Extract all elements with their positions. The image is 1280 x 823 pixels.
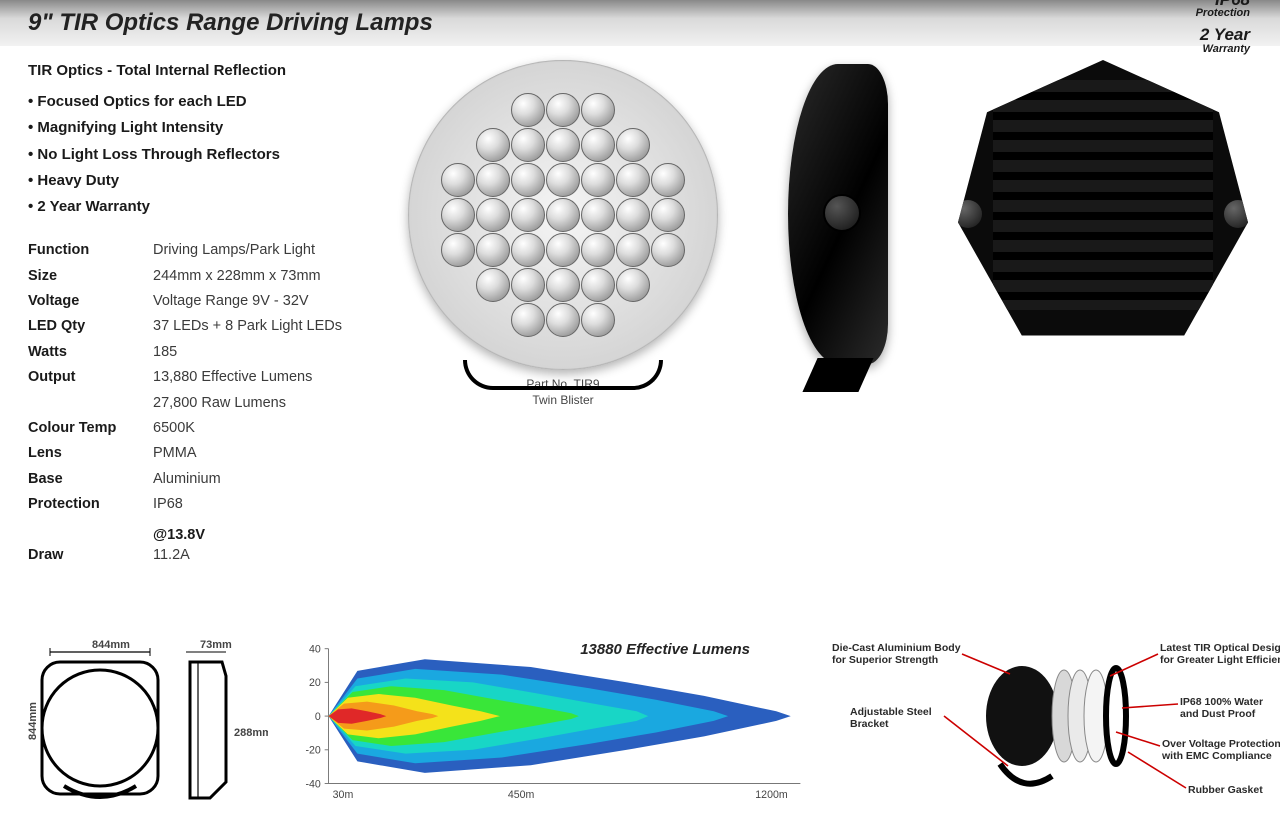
spec-row: Colour Temp6500K: [28, 416, 358, 441]
exploded-callout: IP68 100% Waterand Dust Proof: [1180, 696, 1280, 720]
spec-row: Output13,880 Effective Lumens: [28, 365, 358, 390]
draw-heading: @13.8V: [153, 527, 358, 543]
bullet-item: Heavy Duty: [28, 168, 358, 194]
warranty-badge-big: 2 Year: [1196, 26, 1250, 44]
spec-row: FunctionDriving Lamps/Park Light: [28, 238, 358, 263]
bottom-strip: 844mm 844mm 73mm 288mm 13880 Effective L…: [0, 631, 1280, 811]
spec-row: Draw11.2A: [28, 543, 358, 568]
ip-badge-small: Protection: [1196, 8, 1250, 20]
svg-text:1200m: 1200m: [755, 789, 788, 801]
lamp-side-view: [788, 64, 888, 364]
feature-bullets: Focused Optics for each LED Magnifying L…: [28, 89, 358, 220]
svg-text:450m: 450m: [508, 789, 535, 801]
bullet-item: No Light Loss Through Reflectors: [28, 142, 358, 168]
exploded-callout: Die-Cast Aluminium Bodyfor Superior Stre…: [832, 642, 982, 666]
lamp-front-view: Part No. TIR9 Twin Blister: [408, 60, 718, 408]
svg-text:20: 20: [309, 677, 321, 689]
svg-text:-20: -20: [306, 745, 321, 757]
svg-text:0: 0: [315, 711, 321, 723]
lamp-back-view: [958, 60, 1248, 350]
spec-row: LED Qty37 LEDs + 8 Park Light LEDs: [28, 314, 358, 339]
main-content: TIR Optics - Total Internal Reflection F…: [0, 46, 1280, 569]
svg-text:30m: 30m: [333, 789, 354, 801]
spec-row: Watts185: [28, 340, 358, 365]
exploded-callout: Latest TIR Optical Designfor Greater Lig…: [1160, 642, 1280, 666]
spec-column: TIR Optics - Total Internal Reflection F…: [28, 60, 358, 569]
svg-text:40: 40: [309, 644, 321, 656]
page-title: 9" TIR Optics Range Driving Lamps: [28, 9, 433, 37]
warranty-badge-small: Warranty: [1196, 44, 1250, 56]
dimension-drawing: 844mm 844mm 73mm 288mm: [28, 636, 268, 811]
svg-text:844mm: 844mm: [92, 639, 130, 651]
subheadline: TIR Optics - Total Internal Reflection: [28, 62, 358, 79]
exploded-callout: Adjustable SteelBracket: [850, 706, 1000, 730]
spec-row: VoltageVoltage Range 9V - 32V: [28, 289, 358, 314]
bullet-item: Magnifying Light Intensity: [28, 115, 358, 141]
bullet-item: Focused Optics for each LED: [28, 89, 358, 115]
svg-text:288mm: 288mm: [234, 727, 268, 739]
exploded-callout: Over Voltage Protectionwith EMC Complian…: [1162, 738, 1280, 762]
svg-text:-40: -40: [306, 778, 321, 790]
product-images: Part No. TIR9 Twin Blister: [358, 60, 1252, 490]
spec-output-line2: 27,800 Raw Lumens: [153, 391, 358, 416]
part-pack: Twin Blister: [408, 392, 718, 408]
header-band: 9" TIR Optics Range Driving Lamps IP68 P…: [0, 0, 1280, 46]
svg-text:844mm: 844mm: [28, 702, 39, 740]
spec-row: ProtectionIP68: [28, 492, 358, 517]
exploded-callout: Rubber Gasket: [1188, 784, 1280, 796]
beam-chart: 13880 Effective Lumens 40 20 0 -20 -40 30m 45…: [290, 631, 810, 811]
header-badges: IP68 Protection 2 Year Warranty: [1196, 0, 1250, 55]
spec-table: FunctionDriving Lamps/Park Light Size244…: [28, 238, 358, 569]
spec-row: LensPMMA: [28, 441, 358, 466]
spec-row: Size244mm x 228mm x 73mm: [28, 264, 358, 289]
svg-text:73mm: 73mm: [200, 639, 232, 651]
beam-title: 13880 Effective Lumens: [580, 641, 750, 658]
spec-row: BaseAluminium: [28, 467, 358, 492]
exploded-diagram: Die-Cast Aluminium Bodyfor Superior Stre…: [832, 636, 1252, 811]
bullet-item: 2 Year Warranty: [28, 194, 358, 220]
